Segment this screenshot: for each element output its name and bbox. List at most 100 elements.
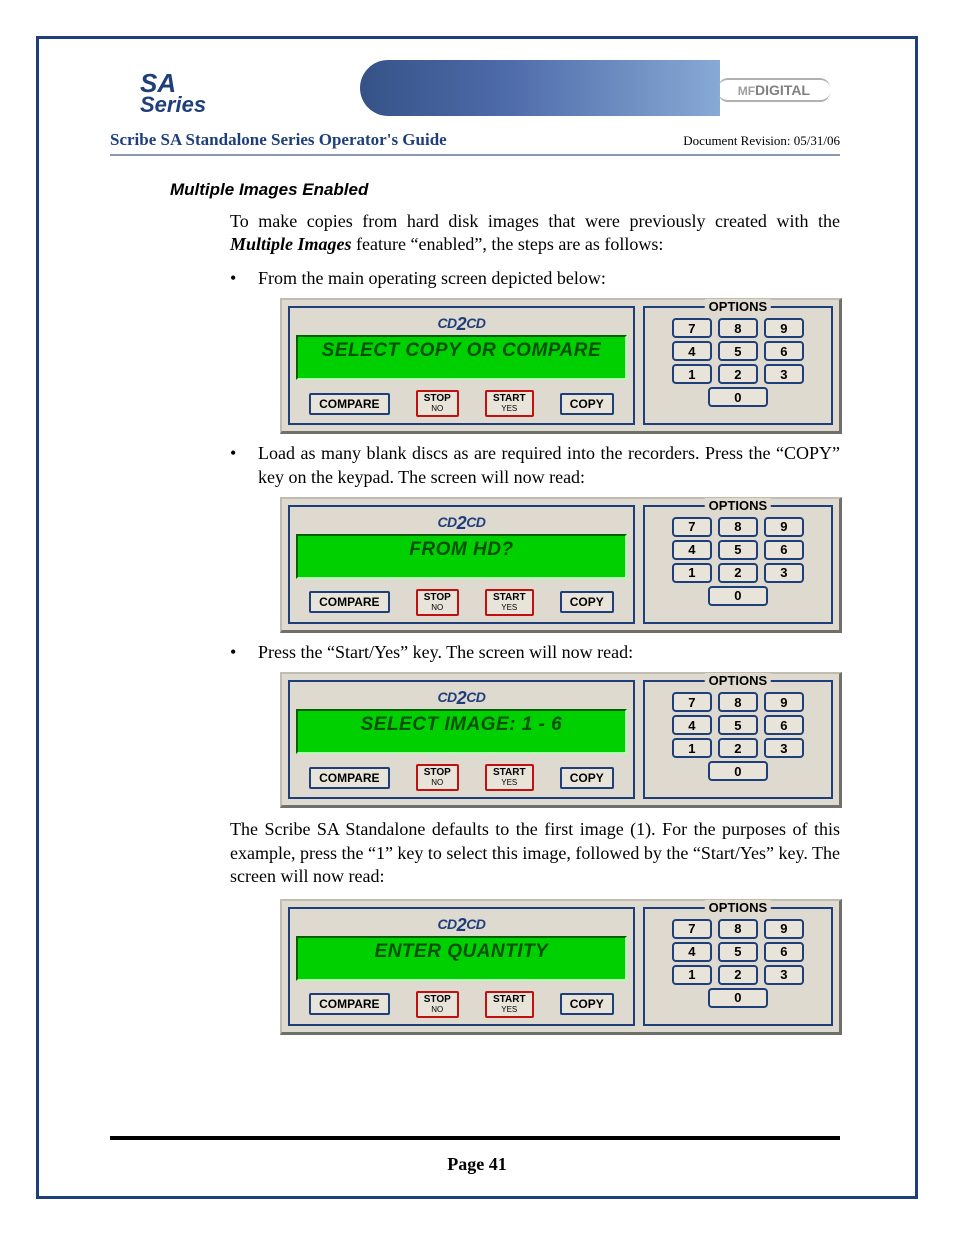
options-keypad: OPTIONS7894561230 <box>643 505 833 624</box>
keypad-row: 123 <box>651 965 825 985</box>
keypad-key-6[interactable]: 6 <box>764 341 804 361</box>
keypad-key-8[interactable]: 8 <box>718 919 758 939</box>
compare-button[interactable]: COMPARE <box>309 591 389 613</box>
logo-mfdigital: MFDIGITAL <box>718 78 830 102</box>
keypad-key-0[interactable]: 0 <box>708 988 768 1008</box>
bullet-icon: • <box>230 267 258 290</box>
keypad-row: 123 <box>651 738 825 758</box>
stop-no-button[interactable]: STOPNO <box>416 991 459 1018</box>
keypad-row: 456 <box>651 341 825 361</box>
keypad-key-6[interactable]: 6 <box>764 942 804 962</box>
keypad-key-7[interactable]: 7 <box>672 318 712 338</box>
keypad-key-0[interactable]: 0 <box>708 761 768 781</box>
keypad-key-4[interactable]: 4 <box>672 341 712 361</box>
intro-pre: To make copies from hard disk images tha… <box>230 211 840 231</box>
keypad-key-2[interactable]: 2 <box>718 364 758 384</box>
lcd-screen: SELECT IMAGE: 1 - 6 <box>296 709 627 754</box>
device-panel: CD2CDSELECT COPY OR COMPARECOMPARESTOPNO… <box>280 298 842 434</box>
keypad-key-1[interactable]: 1 <box>672 364 712 384</box>
device-panel: CD2CDENTER QUANTITY COMPARE STOPNO STARTYES… <box>280 899 842 1035</box>
section-title: Multiple Images Enabled <box>170 180 840 200</box>
brand-cd2cd: CD2CD <box>296 913 627 934</box>
keypad-key-0[interactable]: 0 <box>708 387 768 407</box>
keypad: 789 456 123 0 <box>651 919 825 1008</box>
button-row: COMPARE STOPNO STARTYES COPY <box>296 991 627 1018</box>
options-legend: OPTIONS <box>705 673 772 688</box>
stop-no-button[interactable]: STOPNO <box>416 390 459 417</box>
keypad-key-7[interactable]: 7 <box>672 692 712 712</box>
keypad-key-3[interactable]: 3 <box>764 364 804 384</box>
after-panel-3-text: The Scribe SA Standalone defaults to the… <box>230 818 840 888</box>
keypad-key-6[interactable]: 6 <box>764 715 804 735</box>
keypad-key-5[interactable]: 5 <box>718 540 758 560</box>
copy-button[interactable]: COPY <box>560 767 614 789</box>
lcd-screen: FROM HD? <box>296 534 627 579</box>
header-title-row: Scribe SA Standalone Series Operator's G… <box>110 130 840 150</box>
keypad-key-8[interactable]: 8 <box>718 517 758 537</box>
keypad-key-0[interactable]: 0 <box>708 586 768 606</box>
device-panel: CD2CDFROM HD?COMPARESTOPNOSTARTYESCOPYOP… <box>280 497 842 633</box>
brand-cd2cd: CD2CD <box>296 686 627 707</box>
options-legend: OPTIONS <box>705 299 772 314</box>
brand-cd2cd: CD2CD <box>296 312 627 333</box>
keypad-key-8[interactable]: 8 <box>718 692 758 712</box>
copy-button[interactable]: COPY <box>560 591 614 613</box>
keypad-key-3[interactable]: 3 <box>764 738 804 758</box>
keypad-key-5[interactable]: 5 <box>718 715 758 735</box>
button-row: COMPARE STOPNO STARTYES COPY <box>296 589 627 616</box>
keypad-key-8[interactable]: 8 <box>718 318 758 338</box>
keypad-key-9[interactable]: 9 <box>764 517 804 537</box>
keypad-row: 789 <box>651 919 825 939</box>
keypad-key-4[interactable]: 4 <box>672 540 712 560</box>
intro-bold: Multiple Images <box>230 234 352 254</box>
bullet-icon: • <box>230 442 258 465</box>
copy-button[interactable]: COPY <box>560 993 614 1015</box>
start-yes-button[interactable]: STARTYES <box>485 390 534 417</box>
start-yes-button[interactable]: STARTYES <box>485 764 534 791</box>
keypad-key-2[interactable]: 2 <box>718 738 758 758</box>
keypad-key-2[interactable]: 2 <box>718 563 758 583</box>
logo-mf: MF <box>738 84 755 98</box>
panel-left: CD2CDENTER QUANTITY COMPARE STOPNO STARTYES… <box>288 907 635 1026</box>
panel-left: CD2CDSELECT IMAGE: 1 - 6 COMPARE STOPNO STA… <box>288 680 635 799</box>
doc-revision: Document Revision: 05/31/06 <box>683 133 840 149</box>
keypad-key-9[interactable]: 9 <box>764 692 804 712</box>
button-row: COMPARE STOPNO STARTYES COPY <box>296 764 627 791</box>
keypad-key-3[interactable]: 3 <box>764 563 804 583</box>
keypad-key-3[interactable]: 3 <box>764 965 804 985</box>
options-legend: OPTIONS <box>705 498 772 513</box>
keypad-key-2[interactable]: 2 <box>718 965 758 985</box>
keypad-row: 0 <box>651 761 825 781</box>
stop-no-button[interactable]: STOPNO <box>416 764 459 791</box>
compare-button[interactable]: COMPARE <box>309 767 389 789</box>
compare-button[interactable]: COMPARE <box>309 393 389 415</box>
panel-left: CD2CDSELECT COPY OR COMPARECOMPARESTOPNO… <box>288 306 635 425</box>
page-number: Page 41 <box>0 1154 954 1175</box>
page: SA Series MFDIGITAL Scribe SA Standalone… <box>0 0 954 1235</box>
keypad-key-6[interactable]: 6 <box>764 540 804 560</box>
start-yes-button[interactable]: STARTYES <box>485 991 534 1018</box>
keypad: 789 456 123 0 <box>651 692 825 781</box>
keypad-key-9[interactable]: 9 <box>764 919 804 939</box>
lcd-screen: ENTER QUANTITY <box>296 936 627 981</box>
bullet-2: • Load as many blank discs as are requir… <box>230 442 840 489</box>
compare-button[interactable]: COMPARE <box>309 993 389 1015</box>
stop-no-button[interactable]: STOPNO <box>416 589 459 616</box>
logo-series: Series <box>140 95 206 115</box>
keypad-key-7[interactable]: 7 <box>672 517 712 537</box>
keypad-key-1[interactable]: 1 <box>672 738 712 758</box>
keypad-key-9[interactable]: 9 <box>764 318 804 338</box>
doc-title: Scribe SA Standalone Series Operator's G… <box>110 130 447 150</box>
header-rule <box>110 154 840 156</box>
button-row: COMPARE STOPNO STARTYES COPY <box>296 390 627 417</box>
options-keypad: OPTIONS7894561230 <box>643 680 833 799</box>
keypad-key-4[interactable]: 4 <box>672 715 712 735</box>
keypad-key-1[interactable]: 1 <box>672 563 712 583</box>
keypad-key-5[interactable]: 5 <box>718 942 758 962</box>
keypad-key-5[interactable]: 5 <box>718 341 758 361</box>
copy-button[interactable]: COPY <box>560 393 614 415</box>
keypad-key-7[interactable]: 7 <box>672 919 712 939</box>
start-yes-button[interactable]: STARTYES <box>485 589 534 616</box>
keypad-key-4[interactable]: 4 <box>672 942 712 962</box>
keypad-key-1[interactable]: 1 <box>672 965 712 985</box>
